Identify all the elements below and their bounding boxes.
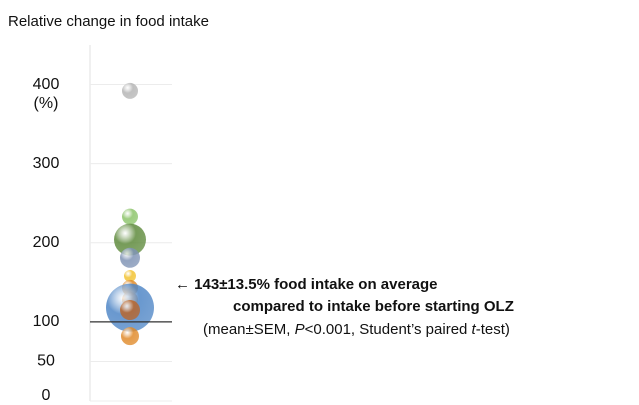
annotation-part: P [295, 321, 305, 338]
annotation-part: compared to intake before starting OLZ [233, 298, 514, 315]
chart-title: Relative change in food intake [8, 13, 209, 30]
bubble [122, 82, 138, 99]
bubble [121, 327, 139, 346]
y-tick-label: 100 [33, 313, 60, 330]
bubble [120, 247, 140, 268]
bubble [120, 300, 140, 321]
annotation-part: <0.001, Student’s paired [305, 321, 472, 338]
annotation-part: t [472, 321, 477, 338]
annotation-part: ← 143±13.5% food intake on average [175, 276, 438, 293]
annotation: ← 143±13.5% food intake on average [175, 276, 438, 293]
bubble [114, 223, 146, 256]
y-tick-label: 0 [42, 387, 51, 404]
annotation: compared to intake before starting OLZ [233, 298, 514, 315]
annotation-part: -test) [476, 321, 510, 338]
y-tick-label: 400 [33, 76, 60, 93]
annotation-part: (mean±SEM, [203, 321, 295, 338]
y-tick-label: 50 [37, 353, 55, 370]
bubble [122, 208, 138, 225]
y-tick-label: 300 [33, 155, 60, 172]
annotation: (mean±SEM, P<0.001, Student’s paired t-t… [203, 321, 510, 338]
y-tick-label: 200 [33, 234, 60, 251]
y-unit-label: (%) [34, 95, 59, 112]
bubble [124, 270, 136, 283]
